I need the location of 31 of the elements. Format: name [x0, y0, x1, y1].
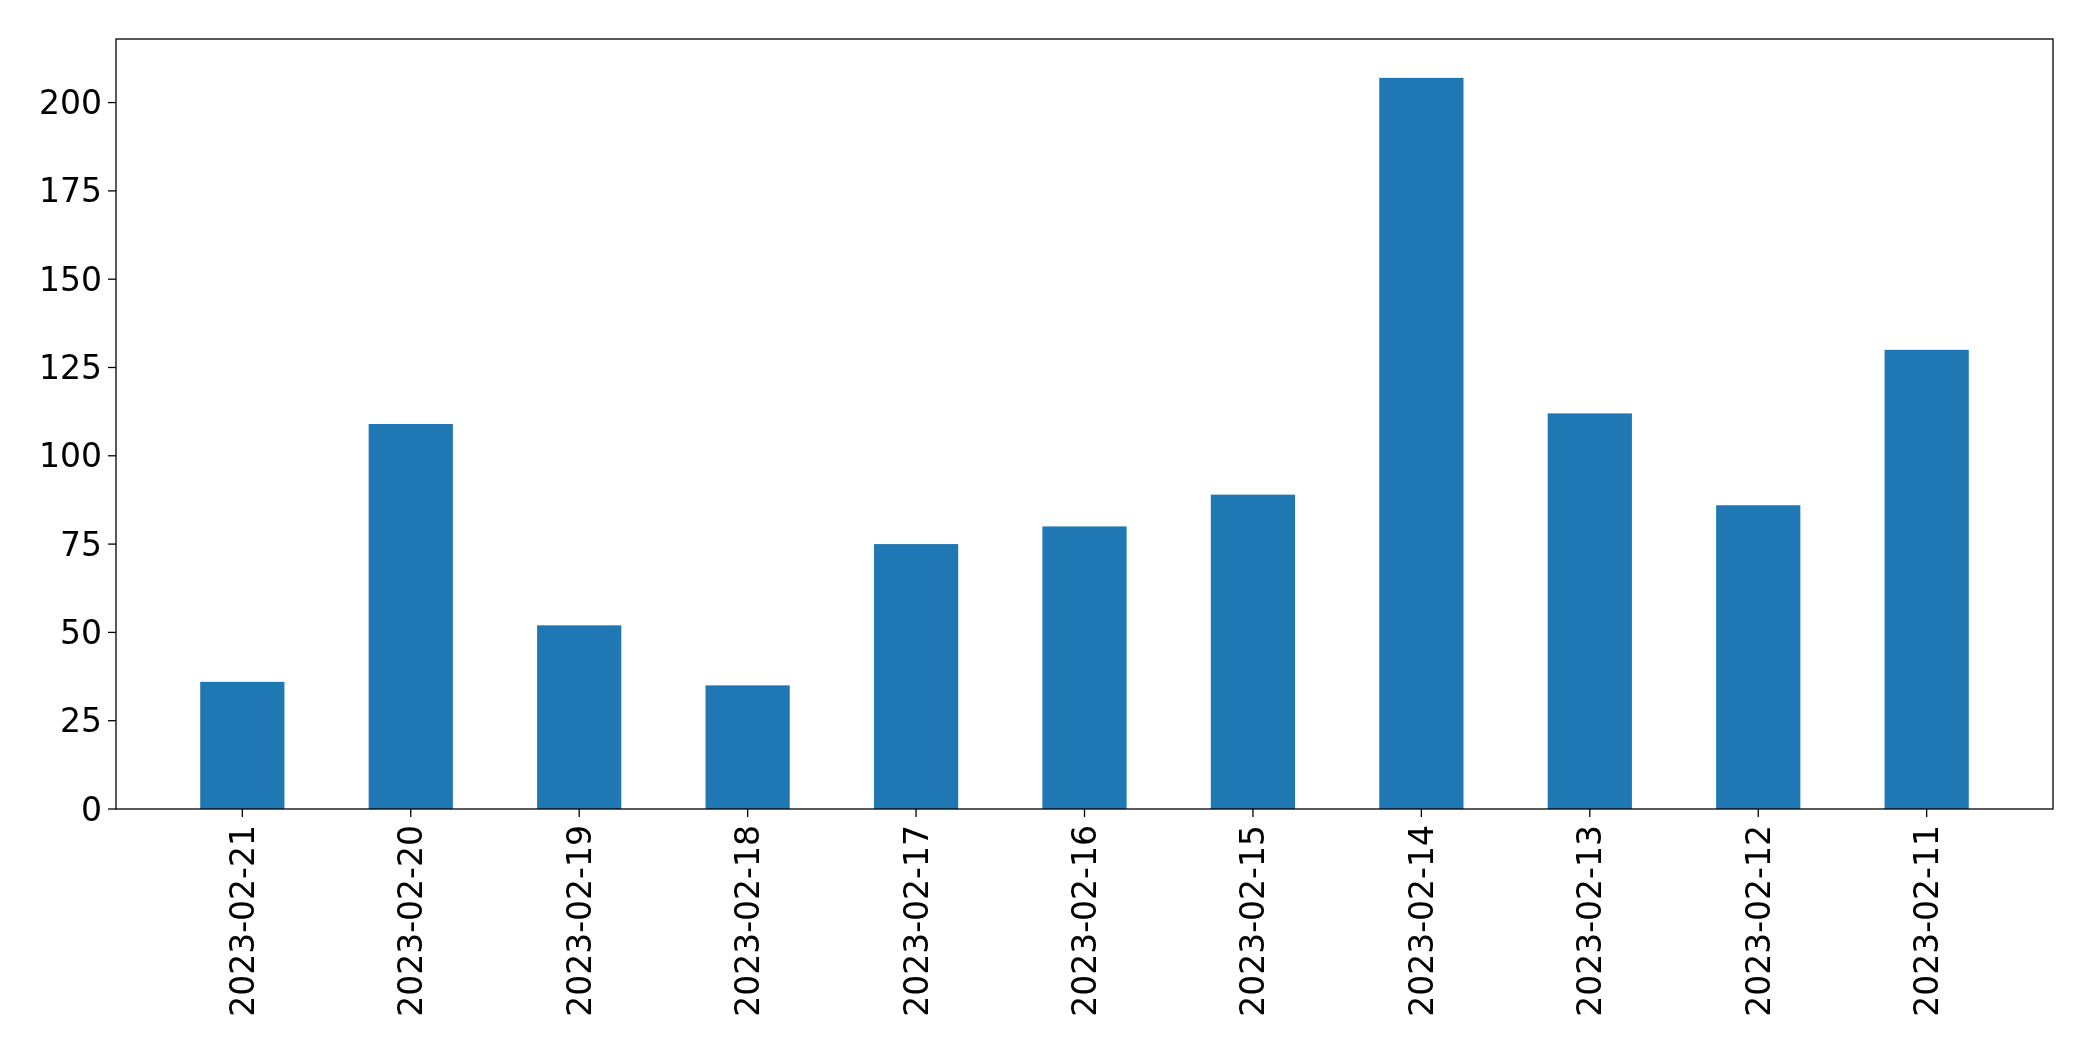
y-tick-label: 150	[39, 259, 102, 299]
y-tick-label: 75	[60, 524, 102, 564]
bar	[200, 681, 285, 809]
x-tick-label: 2023-02-19	[559, 825, 599, 1017]
bar	[368, 424, 453, 809]
x-tick-label: 2023-02-21	[222, 825, 262, 1017]
y-tick-label: 50	[60, 612, 102, 652]
bar	[1547, 413, 1632, 809]
y-tick-label: 175	[39, 171, 102, 211]
bar	[705, 685, 790, 809]
x-tick-label: 2023-02-11	[1907, 825, 1947, 1017]
bar	[1379, 77, 1464, 809]
y-tick-label: 0	[81, 789, 102, 829]
x-tick-label: 2023-02-13	[1570, 825, 1610, 1017]
bar	[537, 625, 622, 809]
x-tick-label: 2023-02-12	[1738, 825, 1778, 1017]
y-tick-label: 200	[39, 83, 102, 123]
x-tick-label: 2023-02-14	[1401, 825, 1441, 1017]
y-tick-label: 100	[39, 436, 102, 476]
y-tick-label: 125	[39, 348, 102, 388]
bar	[873, 544, 959, 809]
bar	[1716, 505, 1801, 809]
y-tick-label: 25	[60, 701, 102, 741]
bar	[1042, 526, 1127, 809]
x-tick-label: 2023-02-16	[1065, 825, 1105, 1017]
bar	[1884, 349, 1969, 809]
x-tick-label: 2023-02-18	[728, 825, 768, 1017]
bar	[1210, 494, 1296, 809]
x-tick-label: 2023-02-20	[391, 825, 431, 1017]
x-tick-label: 2023-02-17	[896, 825, 936, 1017]
x-tick-label: 2023-02-15	[1233, 825, 1273, 1017]
